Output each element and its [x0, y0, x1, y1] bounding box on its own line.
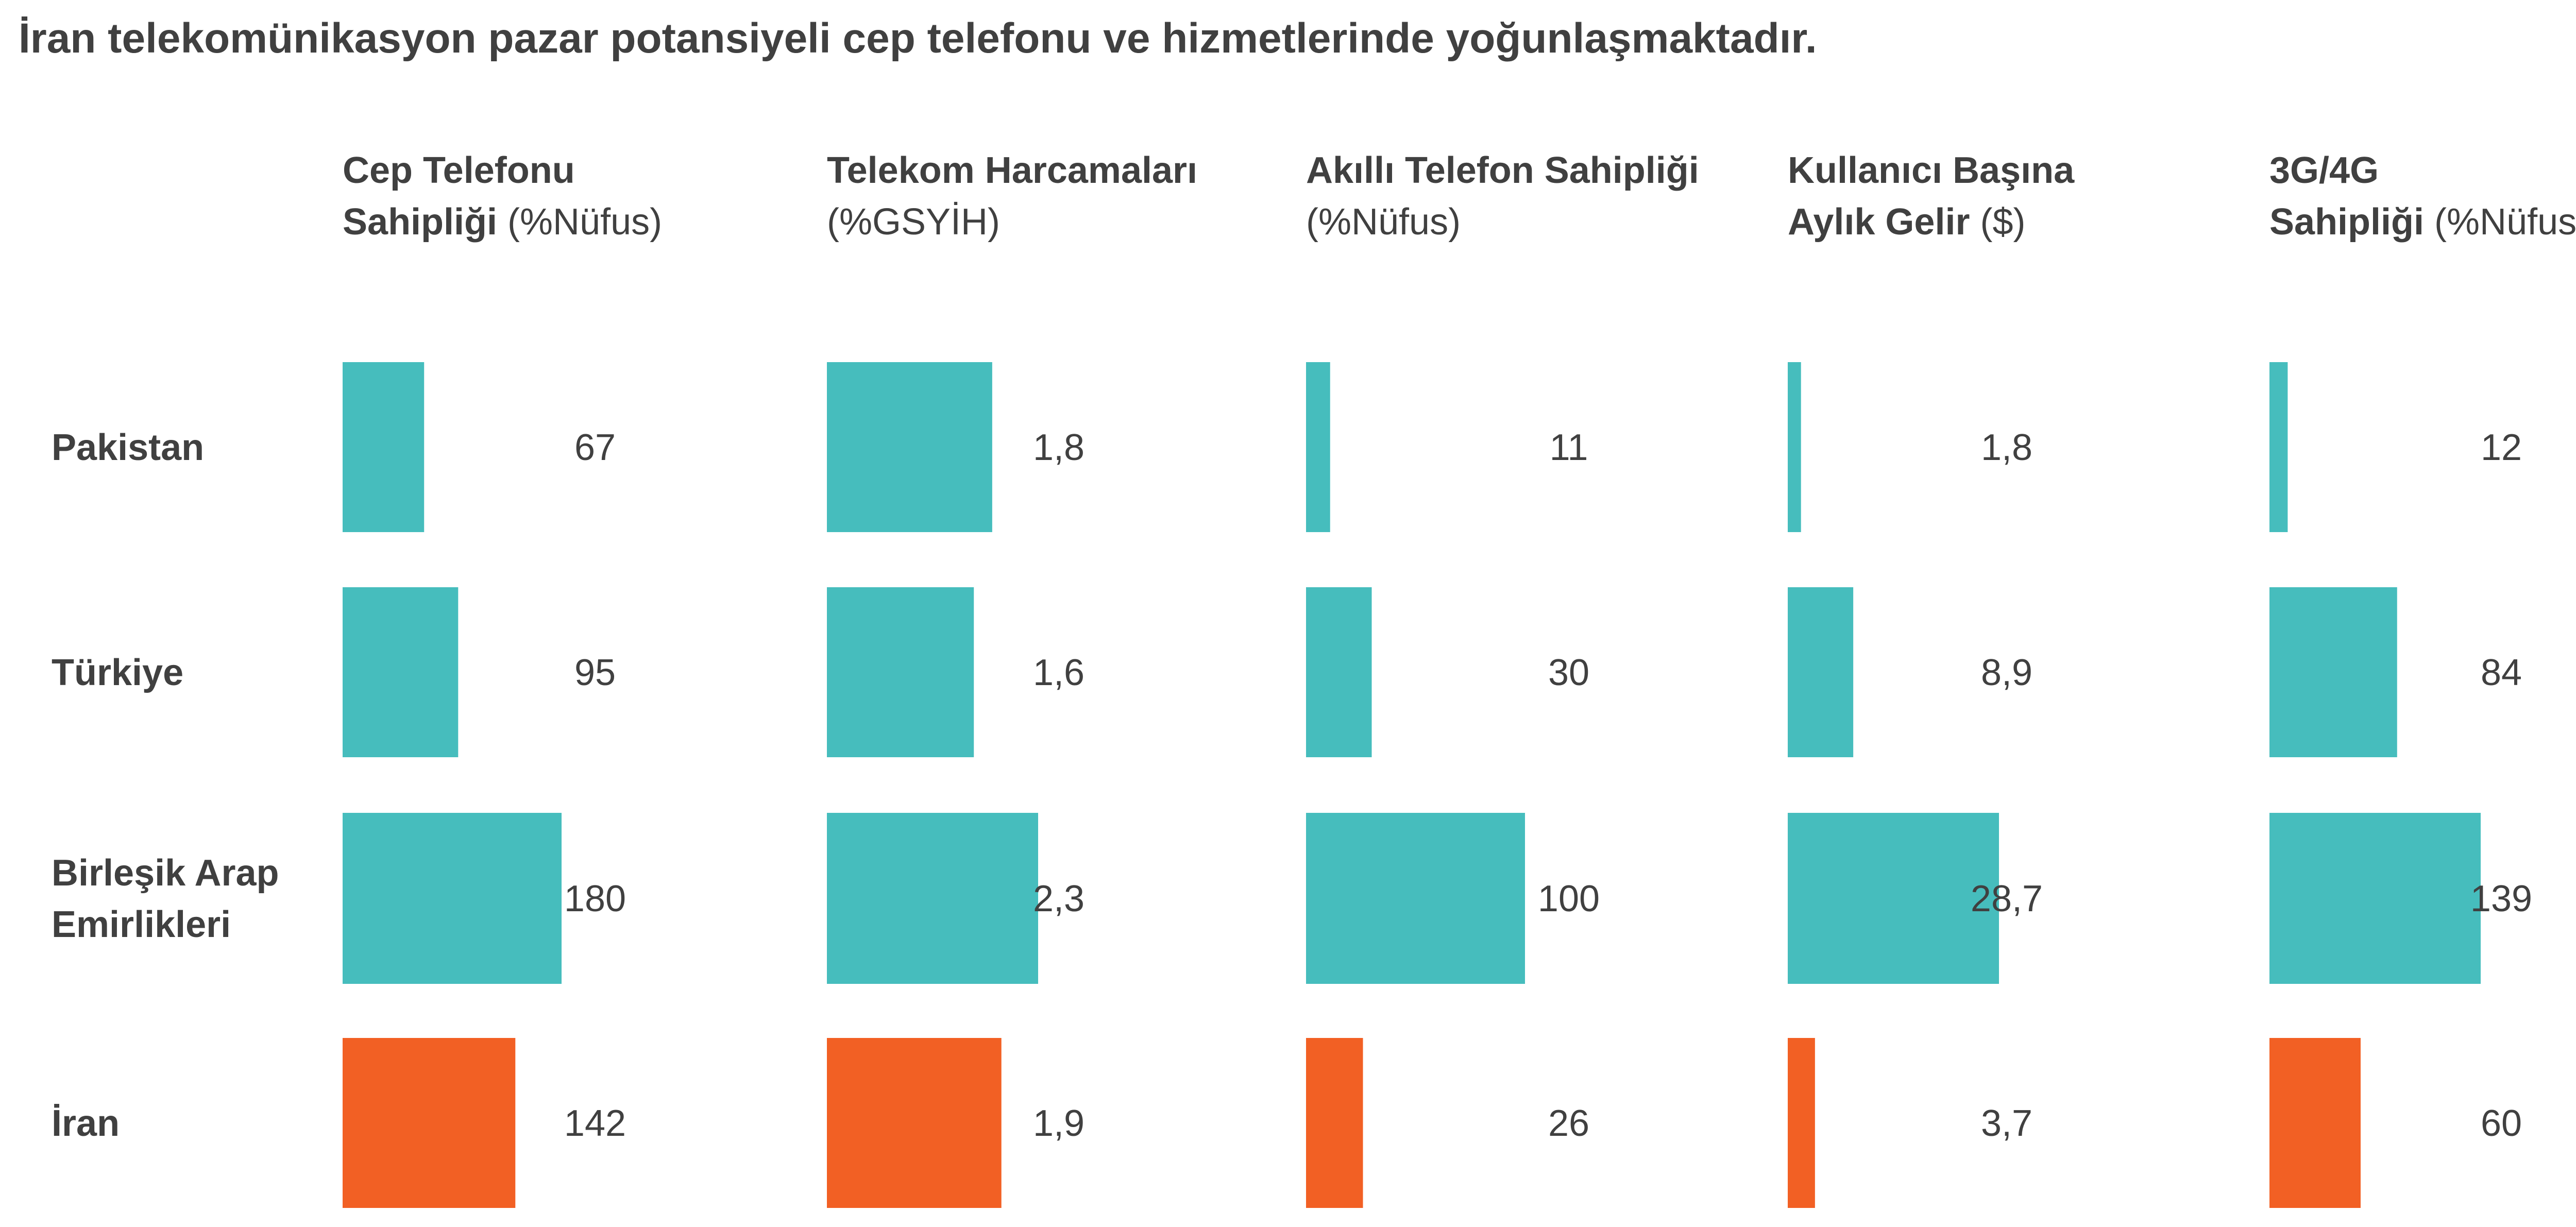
bar: [827, 587, 974, 757]
column-header-bold: Cep Telefonu: [343, 150, 575, 191]
row-label: İran: [52, 1103, 120, 1144]
row-label: Birleşik Arap: [52, 853, 279, 894]
bar: [827, 1038, 1002, 1208]
column-header-unit: (%Nüfus): [497, 201, 662, 243]
column-header-bold: 3G/4G: [2269, 150, 2379, 191]
bar: [1306, 813, 1525, 984]
bar: [2269, 813, 2481, 984]
column-header: Cep Telefonu: [343, 150, 575, 191]
row-label: Pakistan: [52, 427, 204, 468]
column-header-bold: Aylık Gelir: [1788, 201, 1970, 243]
column-header: Telekom Harcamaları: [827, 150, 1197, 191]
data-label: 139: [2470, 878, 2532, 919]
bar: [1788, 813, 1999, 984]
column-header: 3G/4G: [2269, 150, 2379, 191]
column-header: (%GSYİH): [827, 201, 1000, 243]
data-label: 1,8: [1033, 427, 1084, 468]
column-header: Sahipliği (%Nüfus): [2269, 201, 2576, 243]
data-label: 180: [564, 878, 626, 919]
data-label: 1,9: [1033, 1103, 1084, 1144]
column-header-unit: ($): [1970, 201, 2026, 243]
bar: [2269, 587, 2397, 757]
column-header: Aylık Gelir ($): [1788, 201, 2026, 243]
data-label: 12: [2481, 427, 2522, 468]
column-header-unit: (%GSYİH): [827, 201, 1000, 243]
row-label: Türkiye: [52, 652, 183, 693]
data-label: 3,7: [1981, 1103, 2032, 1144]
data-label: 28,7: [1971, 878, 2043, 919]
column-header-unit: (%Nüfus): [1306, 201, 1461, 243]
column-header-unit: (%Nüfus): [2424, 201, 2576, 243]
data-label: 30: [1548, 652, 1589, 693]
column-header-bold: Sahipliği: [2269, 201, 2424, 243]
column-header-bold: Telekom Harcamaları: [827, 150, 1197, 191]
bar: [1306, 362, 1330, 532]
column-header-bold: Akıllı Telefon Sahipliği: [1306, 150, 1699, 191]
data-label: 26: [1548, 1103, 1589, 1144]
data-label: 95: [574, 652, 616, 693]
data-label: 84: [2481, 652, 2522, 693]
bar: [2269, 362, 2288, 532]
data-label: 100: [1538, 878, 1600, 919]
bar: [343, 813, 562, 984]
column-header-bold: Kullanıcı Başına: [1788, 150, 2075, 191]
column-header: (%Nüfus): [1306, 201, 1461, 243]
column-header: Sahipliği (%Nüfus): [343, 201, 662, 243]
column-header: Kullanıcı Başına: [1788, 150, 2075, 191]
row-label: Emirlikleri: [52, 904, 231, 945]
bar: [827, 362, 992, 532]
column-header: Akıllı Telefon Sahipliği: [1306, 150, 1699, 191]
bar: [1306, 587, 1372, 757]
bar: [1306, 1038, 1363, 1208]
data-label: 11: [1550, 427, 1588, 468]
bar: [343, 362, 425, 532]
column-header-bold: Sahipliği: [343, 201, 497, 243]
bar: [1788, 362, 1801, 532]
data-label: 1,6: [1033, 652, 1084, 693]
data-label: 1,8: [1981, 427, 2032, 468]
page-title: İran telekomünikasyon pazar potansiyeli …: [19, 15, 1817, 62]
bar: [343, 1038, 516, 1208]
data-label: 8,9: [1981, 652, 2032, 693]
bar: [343, 587, 459, 757]
bar: [1788, 1038, 1815, 1208]
bar: [2269, 1038, 2361, 1208]
data-label: 67: [574, 427, 616, 468]
bar: [1788, 587, 1854, 757]
bar: [827, 813, 1038, 984]
data-label: 142: [564, 1103, 626, 1144]
data-label: 60: [2481, 1103, 2522, 1144]
data-label: 2,3: [1033, 878, 1084, 919]
